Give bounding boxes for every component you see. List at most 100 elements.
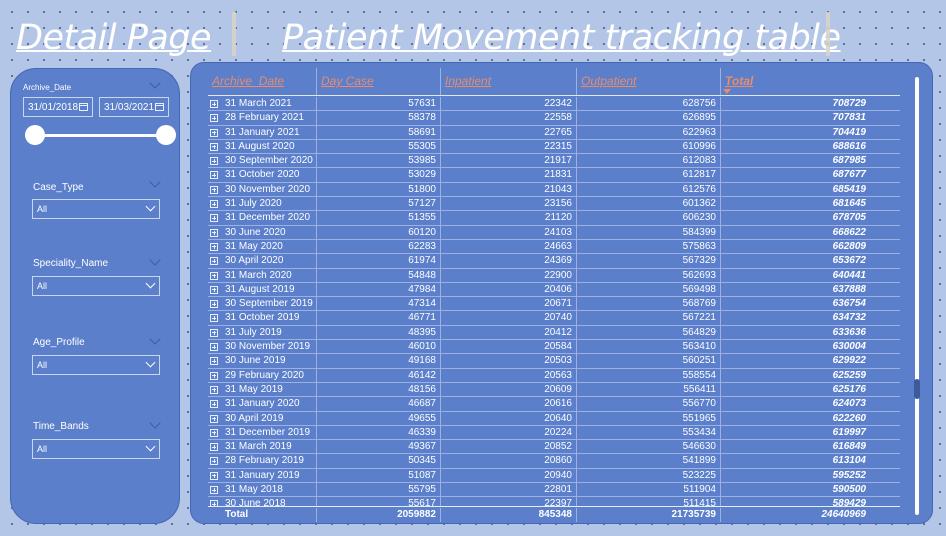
expand-icon[interactable] <box>210 157 218 166</box>
table-row[interactable]: 31 March 2020 54848 22900 562693 640441 <box>208 268 900 283</box>
expand-icon[interactable] <box>210 257 218 266</box>
chevron-down-icon[interactable] <box>145 441 156 452</box>
expand-icon[interactable] <box>210 271 218 280</box>
column-header-total[interactable]: Total <box>720 68 870 95</box>
expand-icon[interactable] <box>210 314 218 323</box>
column-header-day-case[interactable]: Day Case <box>316 68 440 95</box>
table-row[interactable]: 30 June 2018 55617 22397 511415 589429 <box>208 497 900 507</box>
age-profile-dropdown[interactable]: All <box>32 355 160 375</box>
expand-icon[interactable] <box>210 142 218 151</box>
column-header-outpatient[interactable]: Outpatient <box>576 68 720 95</box>
table-row[interactable]: 31 May 2019 48156 20609 556411 625176 <box>208 382 900 398</box>
table-row[interactable]: 28 February 2019 50345 20860 541899 613104 <box>208 454 900 469</box>
expand-icon[interactable] <box>210 385 218 394</box>
table-row[interactable]: 31 July 2020 57127 23156 601362 681645 <box>208 197 900 212</box>
speciality-name-dropdown[interactable]: All <box>32 276 160 296</box>
expand-icon[interactable] <box>210 457 218 466</box>
chevron-down-icon[interactable] <box>149 77 161 89</box>
patient-movement-title: Patient Movement tracking table <box>282 18 841 58</box>
table-row[interactable]: 30 November 2019 46010 20584 563410 630004 <box>208 340 900 355</box>
chevron-down-icon[interactable] <box>145 201 156 212</box>
expand-icon[interactable] <box>210 185 218 194</box>
column-header-inpatient[interactable]: Inpatient <box>440 68 576 95</box>
table-row[interactable]: 28 February 2021 58378 22558 626895 707831 <box>208 111 900 126</box>
slider-end-handle[interactable] <box>156 125 176 145</box>
table-row[interactable]: 29 February 2020 46142 20563 558554 625259 <box>208 368 900 383</box>
expand-icon[interactable] <box>210 300 218 309</box>
expand-icon[interactable] <box>210 343 218 352</box>
date-range-slider[interactable] <box>35 134 165 137</box>
end-date-field[interactable]: 31/03/2021 <box>99 97 169 117</box>
table-row[interactable]: 30 April 2020 61974 24369 567329 653672 <box>208 254 900 269</box>
expand-icon[interactable] <box>210 128 218 137</box>
row-total: 622260 <box>720 411 870 426</box>
row-day-case: 55795 <box>316 483 440 498</box>
table-row[interactable]: 30 April 2019 49655 20640 551965 622260 <box>208 411 900 426</box>
row-archive-date: 31 December 2019 <box>225 426 311 438</box>
row-outpatient: 564829 <box>576 325 720 340</box>
table-row[interactable]: 31 May 2018 55795 22801 511904 590500 <box>208 483 900 498</box>
calendar-icon[interactable] <box>155 103 164 111</box>
expand-icon[interactable] <box>210 486 218 495</box>
row-archive-date: 31 May 2018 <box>225 484 283 496</box>
slider-start-handle[interactable] <box>25 125 45 145</box>
expand-icon[interactable] <box>210 357 218 366</box>
table-row[interactable]: 31 August 2019 47984 20406 569498 637888 <box>208 282 900 298</box>
expand-icon[interactable] <box>210 114 218 123</box>
expand-icon[interactable] <box>210 285 218 294</box>
expand-icon[interactable] <box>210 400 218 409</box>
expand-icon[interactable] <box>210 328 218 337</box>
table-row[interactable]: 31 January 2021 58691 22765 622963 704419 <box>208 125 900 140</box>
expand-icon[interactable] <box>210 100 218 108</box>
expand-icon[interactable] <box>210 428 218 437</box>
table-row[interactable]: 31 March 2019 49367 20852 546630 616849 <box>208 440 900 455</box>
chevron-down-icon[interactable] <box>145 278 156 289</box>
table-row[interactable]: 31 August 2020 55305 22315 610996 688616 <box>208 139 900 155</box>
expand-icon[interactable] <box>210 200 218 209</box>
table-row[interactable]: 31 July 2019 48395 20412 564829 633636 <box>208 325 900 341</box>
row-total: 616849 <box>720 440 870 455</box>
age-profile-label: Age_Profile <box>33 337 85 348</box>
table-row[interactable]: 31 January 2020 46687 20616 556770 624073 <box>208 397 900 412</box>
chevron-down-icon[interactable] <box>145 357 156 368</box>
column-header-label: Inpatient <box>445 74 492 88</box>
expand-icon[interactable] <box>210 443 218 452</box>
time-bands-dropdown[interactable]: All <box>32 439 160 459</box>
total-day-case: 2059882 <box>316 508 440 522</box>
table-row[interactable]: 31 January 2019 51087 20940 523225 595252 <box>208 468 900 484</box>
table-row[interactable]: 30 September 2020 53985 21917 612083 687985 <box>208 154 900 169</box>
chevron-down-icon[interactable] <box>149 417 161 429</box>
vertical-scrollbar[interactable] <box>915 77 919 515</box>
expand-icon[interactable] <box>210 171 218 180</box>
expand-icon[interactable] <box>210 500 218 507</box>
table-row[interactable]: 31 October 2019 46771 20740 567221 634732 <box>208 311 900 326</box>
table-row[interactable]: 30 June 2019 49168 20503 560251 629922 <box>208 354 900 369</box>
expand-icon[interactable] <box>210 228 218 237</box>
expand-icon[interactable] <box>210 414 218 423</box>
calendar-icon[interactable] <box>79 103 88 111</box>
row-inpatient: 20616 <box>440 397 576 412</box>
table-row[interactable]: 30 September 2019 47314 20671 568769 636754 <box>208 297 900 312</box>
row-archive-date: 31 May 2019 <box>225 383 283 395</box>
expand-icon[interactable] <box>210 471 218 480</box>
expand-icon[interactable] <box>210 242 218 251</box>
expand-icon[interactable] <box>210 371 218 380</box>
chevron-down-icon[interactable] <box>149 333 161 345</box>
start-date-field[interactable]: 31/01/2018 <box>23 97 93 117</box>
table-row[interactable]: 31 December 2019 46339 20224 553434 619997 <box>208 425 900 441</box>
chevron-down-icon[interactable] <box>149 254 161 266</box>
table-row[interactable]: 31 December 2020 51355 21120 606230 678705 <box>208 211 900 226</box>
scrollbar-thumb[interactable] <box>914 379 920 399</box>
table-row[interactable]: 30 November 2020 51800 21043 612576 685419 <box>208 182 900 198</box>
chevron-down-icon[interactable] <box>149 176 161 188</box>
row-day-case: 62283 <box>316 239 440 254</box>
table-row[interactable]: 30 June 2020 60120 24103 584399 668622 <box>208 225 900 240</box>
row-inpatient: 22397 <box>440 497 576 507</box>
column-header-archive-date[interactable]: Archive_Date <box>208 68 316 95</box>
table-row[interactable]: 31 October 2020 53029 21831 612817 687677 <box>208 168 900 183</box>
expand-icon[interactable] <box>210 214 218 223</box>
case-type-dropdown[interactable]: All <box>32 199 160 219</box>
table-row[interactable]: 31 May 2020 62283 24663 575863 662809 <box>208 239 900 255</box>
row-day-case: 55305 <box>316 139 440 154</box>
table-row[interactable]: 31 March 2021 57631 22342 628756 708729 <box>208 97 900 112</box>
